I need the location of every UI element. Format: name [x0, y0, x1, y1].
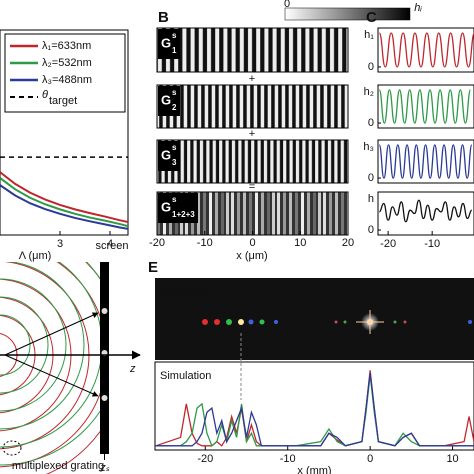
x-tick-label: 10 — [446, 453, 458, 465]
spot — [101, 395, 108, 401]
plot-frame — [0, 29, 129, 236]
x-axis-label: x (μm) — [236, 250, 267, 262]
data-line — [155, 374, 474, 447]
screen — [100, 262, 109, 454]
grating-label: G — [161, 199, 171, 214]
plot-frame — [377, 27, 474, 73]
legend-label: θ — [42, 89, 48, 101]
x-tick-label: -20 — [197, 453, 213, 465]
colorbar-label: 0 — [284, 0, 290, 10]
annotation: Simulation — [160, 370, 211, 382]
x-axis-label: x (mm) — [297, 465, 331, 474]
grating-label: G — [161, 35, 171, 50]
x-tick-label: -10 — [197, 237, 213, 249]
grating-label-bg — [158, 141, 180, 171]
grating-strip — [156, 84, 349, 129]
x-tick-label: -20 — [149, 237, 165, 249]
grating-label: s — [172, 143, 177, 152]
simulation-image — [155, 278, 474, 360]
data-line — [378, 32, 474, 68]
y-axis-label: h — [368, 193, 374, 205]
x-tick-label: 10 — [294, 237, 306, 249]
grating-label-bg — [158, 86, 180, 116]
position-label: zₛ — [99, 462, 110, 474]
grating-marker — [2, 440, 22, 456]
grating-strip — [156, 27, 349, 73]
x-tick-label: -10 — [280, 453, 296, 465]
panel-label: B — [158, 9, 169, 26]
grating-strip — [156, 139, 349, 184]
y-axis-label: h₂ — [364, 86, 374, 98]
spots — [202, 310, 472, 334]
data-line — [0, 177, 128, 228]
plot-area — [379, 199, 473, 223]
spot — [101, 308, 108, 314]
screen-label: screen — [95, 240, 128, 252]
colorbar-label: hᵢ — [414, 2, 422, 14]
plot-area — [155, 370, 474, 447]
panel-label: C — [366, 9, 377, 26]
colorbar — [284, 7, 411, 21]
y-tick-label: 0 — [368, 117, 374, 129]
plot-area — [0, 156, 128, 230]
x-axis-label: Λ (μm) — [19, 250, 52, 262]
grating-label: 1 — [172, 46, 177, 55]
plot-area — [378, 32, 474, 68]
operator: + — [249, 128, 255, 140]
data-line — [379, 199, 473, 223]
data-line — [0, 171, 128, 223]
x-tick-label: 0 — [249, 237, 255, 249]
x-tick-label: 0 — [367, 453, 373, 465]
legend-label: λ₂=532nm — [42, 57, 92, 69]
axis-label: z — [129, 363, 136, 375]
legend-label: λ₁=633nm — [42, 40, 91, 52]
x-tick-label: -10 — [424, 238, 440, 250]
plot-frame — [154, 361, 474, 451]
panel-label: E — [148, 259, 158, 276]
grating-label: G — [161, 92, 171, 107]
plot-frame — [377, 139, 474, 184]
operator: + — [249, 73, 255, 85]
arrow — [4, 312, 99, 356]
data-line — [378, 89, 472, 124]
y-tick-label: 0 — [368, 61, 374, 73]
grating-label: multiplexed grating — [12, 460, 104, 472]
grating-label: 3 — [172, 158, 177, 167]
data-line — [0, 184, 128, 230]
y-tick-label: 0 — [368, 224, 374, 236]
plot-area — [378, 89, 472, 124]
arrow — [4, 354, 99, 397]
y-tick-label: 0 — [368, 172, 374, 184]
legend-label: λ₃=488nm — [42, 74, 92, 86]
y-axis-label: h₃ — [363, 141, 374, 153]
y-axis-label: h₁ — [364, 29, 374, 41]
grating-label-bg — [158, 29, 180, 59]
plot-frame — [377, 191, 474, 236]
x-tick-label: 4 — [107, 238, 113, 250]
data-line — [378, 144, 473, 179]
x-tick-label: 20 — [342, 237, 354, 249]
legend-label: target — [49, 95, 77, 107]
x-tick-label: -20 — [380, 238, 396, 250]
operator: = — [249, 181, 255, 193]
plot-frame — [377, 84, 474, 129]
grating-label: s — [172, 88, 177, 97]
grating-label: 2 — [172, 103, 177, 112]
image-label: Simulation — [160, 285, 211, 297]
grating-label-bg — [158, 193, 198, 223]
grating-label: G — [161, 147, 171, 162]
data-line — [155, 372, 474, 447]
plot-area — [378, 144, 473, 179]
grating-label: s — [172, 195, 177, 204]
x-tick-label: 3 — [57, 238, 63, 250]
grating-label: s — [172, 31, 177, 40]
grating-label: 1+2+3 — [172, 210, 195, 219]
